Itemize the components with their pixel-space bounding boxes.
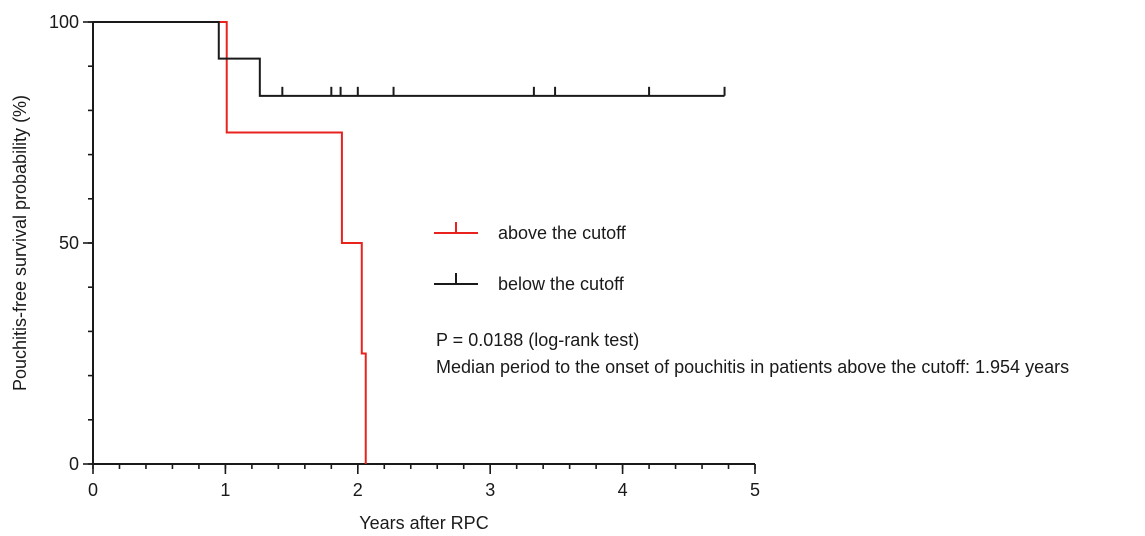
legend-label: above the cutoff [498, 223, 627, 243]
legend: above the cutoff below the cutoff [434, 222, 627, 294]
x-tick-label: 5 [750, 480, 760, 500]
x-tick-label: 2 [353, 480, 363, 500]
x-tick-label: 4 [618, 480, 628, 500]
legend-item-above-the-cutoff: above the cutoff [434, 222, 627, 243]
legend-label: below the cutoff [498, 274, 625, 294]
y-tick-label: 50 [59, 233, 79, 253]
x-axis-title: Years after RPC [359, 513, 488, 533]
survival-curve-above-the-cutoff [93, 21, 367, 464]
series-below-the-cutoff [93, 21, 726, 97]
x-tick-label: 3 [485, 480, 495, 500]
x-tick-label: 1 [220, 480, 230, 500]
y-axis-title: Pouchitis-free survival probability (%) [10, 95, 30, 391]
x-tick-label: 0 [88, 480, 98, 500]
y-tick-label: 0 [69, 454, 79, 474]
survival-curve-below-the-cutoff [93, 21, 725, 97]
series-layer [93, 21, 726, 464]
legend-item-below-the-cutoff: below the cutoff [434, 273, 625, 294]
median-annotation: Median period to the onset of pouchitis … [436, 357, 1069, 377]
p-value-annotation: P = 0.0188 (log-rank test) [436, 330, 639, 350]
y-tick-label: 100 [49, 12, 79, 32]
series-above-the-cutoff [93, 21, 367, 464]
